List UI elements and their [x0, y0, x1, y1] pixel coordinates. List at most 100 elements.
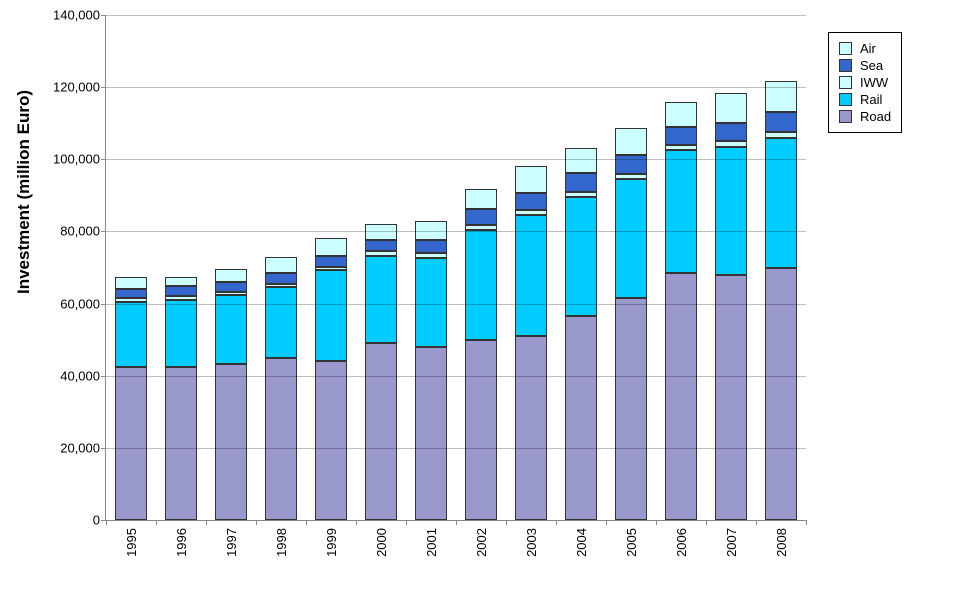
x-tick-mark: [756, 520, 757, 525]
bar-segment-iww: [115, 298, 147, 302]
bar-segment-road: [665, 273, 697, 520]
bar-segment-sea: [365, 240, 397, 251]
bar-segment-road: [765, 268, 797, 521]
x-tick-label: 1998: [274, 528, 289, 557]
x-tick-mark: [556, 520, 557, 525]
bar-segment-air: [515, 166, 547, 193]
x-tick-label: 1996: [174, 528, 189, 557]
bar-segment-rail: [515, 215, 547, 336]
bar-segment-rail: [565, 197, 597, 316]
bar-segment-road: [565, 316, 597, 520]
bar-segment-air: [715, 93, 747, 123]
x-tick-mark: [656, 520, 657, 525]
bar-segment-iww: [415, 253, 447, 258]
x-tick-mark: [256, 520, 257, 525]
bar-segment-air: [465, 189, 497, 210]
legend-label: Air: [860, 41, 876, 56]
bar-segment-air: [115, 277, 147, 290]
bar-group: [765, 15, 797, 520]
grid-line: [106, 231, 806, 232]
x-tick-mark: [506, 520, 507, 525]
legend-label: Sea: [860, 58, 883, 73]
x-tick-mark: [356, 520, 357, 525]
y-tick-mark: [101, 87, 106, 88]
bar-segment-rail: [115, 302, 147, 367]
bar-segment-air: [165, 277, 197, 287]
bar-segment-air: [265, 257, 297, 273]
bar-segment-iww: [565, 192, 597, 197]
y-tick-label: 80,000: [60, 224, 100, 239]
bar-segment-air: [315, 238, 347, 256]
legend-item-sea: Sea: [839, 58, 891, 73]
legend-label: IWW: [860, 75, 888, 90]
legend-swatch: [839, 42, 852, 55]
bar-segment-road: [515, 336, 547, 520]
y-axis-title: Investment (million Euro): [14, 90, 34, 294]
bar-segment-sea: [765, 112, 797, 132]
bar-group: [615, 15, 647, 520]
y-tick-label: 20,000: [60, 440, 100, 455]
x-tick-label: 2007: [724, 528, 739, 557]
x-tick-label: 1995: [124, 528, 139, 557]
x-tick-label: 1999: [324, 528, 339, 557]
bar-segment-air: [565, 148, 597, 173]
bar-segment-road: [365, 343, 397, 520]
bar-segment-iww: [515, 210, 547, 215]
bar-segment-iww: [465, 225, 497, 230]
bar-segment-sea: [715, 123, 747, 141]
x-tick-label: 2002: [474, 528, 489, 557]
x-tick-mark: [706, 520, 707, 525]
bar-segment-road: [215, 364, 247, 520]
y-tick-label: 0: [93, 513, 100, 528]
bar-group: [715, 15, 747, 520]
y-tick-label: 40,000: [60, 368, 100, 383]
bar-segment-iww: [315, 267, 347, 271]
chart-container: Investment (million Euro) 020,00040,0006…: [0, 0, 967, 590]
bar-segment-sea: [415, 240, 447, 253]
bar-segment-rail: [265, 287, 297, 357]
bar-segment-rail: [665, 150, 697, 273]
bar-segment-sea: [265, 273, 297, 284]
x-tick-label: 2003: [524, 528, 539, 557]
grid-line: [106, 448, 806, 449]
y-tick-label: 60,000: [60, 296, 100, 311]
bar-group: [265, 15, 297, 520]
bar-segment-road: [315, 361, 347, 520]
bar-segment-sea: [165, 286, 197, 296]
y-tick-label: 100,000: [53, 152, 100, 167]
plot-area: 020,00040,00060,00080,000100,000120,0001…: [105, 15, 806, 521]
y-tick-mark: [101, 376, 106, 377]
x-tick-mark: [206, 520, 207, 525]
bar-group: [465, 15, 497, 520]
bar-segment-road: [715, 275, 747, 520]
bar-segment-road: [265, 358, 297, 520]
y-tick-mark: [101, 159, 106, 160]
x-tick-mark: [406, 520, 407, 525]
bar-segment-air: [215, 269, 247, 282]
x-tick-mark: [306, 520, 307, 525]
bar-segment-road: [615, 298, 647, 520]
bar-segment-rail: [715, 147, 747, 275]
bar-segment-rail: [215, 295, 247, 364]
bar-segment-iww: [665, 145, 697, 150]
bar-segment-road: [115, 367, 147, 520]
bar-segment-rail: [315, 270, 347, 361]
grid-line: [106, 87, 806, 88]
legend-swatch: [839, 76, 852, 89]
legend-item-road: Road: [839, 109, 891, 124]
y-tick-mark: [101, 15, 106, 16]
bars-layer: [106, 15, 806, 520]
bar-segment-rail: [615, 179, 647, 298]
x-tick-mark: [806, 520, 807, 525]
bar-segment-sea: [615, 155, 647, 174]
legend-item-rail: Rail: [839, 92, 891, 107]
legend-item-air: Air: [839, 41, 891, 56]
x-tick-mark: [606, 520, 607, 525]
legend-swatch: [839, 93, 852, 106]
y-tick-mark: [101, 231, 106, 232]
bar-group: [415, 15, 447, 520]
bar-segment-sea: [465, 209, 497, 225]
y-tick-mark: [101, 304, 106, 305]
grid-line: [106, 159, 806, 160]
bar-segment-iww: [265, 284, 297, 288]
